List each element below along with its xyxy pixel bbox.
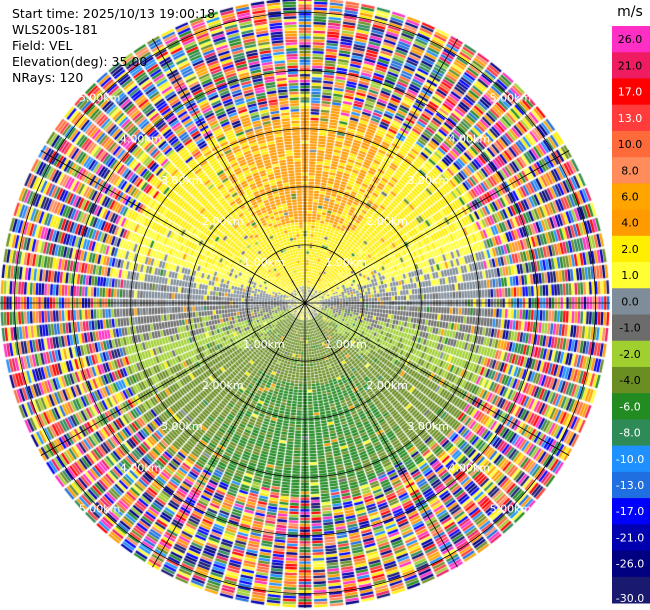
radial-spoke	[152, 302, 306, 568]
range-ring-label: 4.00km	[120, 133, 162, 146]
range-ring-label: 2.00km	[202, 215, 244, 228]
colorbar-swatch	[612, 550, 650, 578]
range-ring-label: 1.00km	[325, 256, 367, 269]
colorbar-swatch	[612, 393, 650, 420]
colorbar-tick-label: 26.0	[618, 33, 643, 46]
colorbar-swatch	[612, 235, 650, 263]
range-ring-label: 4.00km	[449, 133, 491, 146]
range-ring-label: 5.00km	[490, 502, 532, 515]
range-ring-label: 3.00km	[407, 420, 449, 433]
radial-spoke	[152, 38, 306, 304]
colorbar-tick-label: -6.0	[619, 400, 640, 413]
colorbar-swatch	[612, 104, 650, 132]
colorbar-swatch	[612, 78, 650, 106]
range-ring-label: 3.00km	[161, 174, 203, 187]
range-ring-label: 3.00km	[161, 420, 203, 433]
colorbar-swatch	[612, 262, 650, 289]
colorbar-swatch	[612, 130, 650, 158]
colorbar-swatch	[612, 445, 650, 473]
colorbar-tick-label: 6.0	[621, 190, 639, 203]
range-ring-label: 5.00km	[79, 502, 121, 515]
range-ring-label: 2.00km	[366, 379, 408, 392]
range-ring-label: 1.00km	[243, 338, 285, 351]
colorbar-swatch	[612, 52, 650, 79]
colorbar-tick-label: 17.0	[618, 86, 643, 99]
range-ring-label: 2.00km	[366, 215, 408, 228]
colorbar-swatch	[612, 524, 650, 552]
colorbar-swatch	[612, 183, 650, 211]
colorbar-tick-label: -4.0	[619, 374, 640, 387]
colorbar-swatch	[612, 209, 650, 237]
colorbar-swatch	[612, 471, 650, 499]
nrays-label: NRays: 120	[12, 70, 84, 85]
colorbar-units-label: m/s	[617, 4, 643, 20]
colorbar-tick-label: 13.0	[618, 112, 643, 125]
range-ring-label: 4.00km	[120, 461, 162, 474]
range-ring	[130, 128, 480, 478]
colorbar-tick-label: 0.0	[621, 295, 639, 308]
range-ring	[14, 12, 596, 594]
range-ring-label: 5.00km	[490, 92, 532, 105]
colorbar: m/s 26.0 21.0 17.0 13.0 10.0 8.0 6.0 4.0 2.0 1.0 0.…	[612, 4, 650, 605]
colorbar-swatch	[612, 288, 650, 315]
field-label: Field: VEL	[12, 38, 73, 53]
colorbar-swatch	[612, 576, 650, 604]
colorbar-tick-label: -1.0	[619, 322, 640, 335]
radial-spoke	[40, 302, 306, 456]
colorbar-tick-label: -8.0	[619, 427, 640, 440]
colorbar-tick-label: 2.0	[621, 243, 639, 256]
colorbar-tick-label: 1.0	[621, 269, 639, 282]
colorbar-tick-label: -2.0	[619, 348, 640, 361]
colorbar-swatch	[612, 419, 650, 447]
range-ring	[246, 244, 364, 362]
range-ring	[188, 186, 422, 420]
colorbar-swatch	[612, 340, 650, 368]
colorbar-tick-label: 4.0	[621, 217, 639, 230]
colorbar-tick-label: 21.0	[618, 59, 643, 72]
radial-spoke	[304, 302, 570, 456]
instrument-label: WLS200s-181	[12, 22, 98, 37]
radial-spoke	[304, 302, 458, 568]
range-ring-label: 1.00km	[325, 338, 367, 351]
colorbar-tick-label: -26.0	[616, 558, 644, 571]
colorbar-tick-label: -10.0	[616, 453, 644, 466]
range-ring-label: 2.00km	[202, 379, 244, 392]
elevation-label: Elevation(deg): 35.00	[12, 54, 148, 69]
colorbar-tick-label: -21.0	[616, 531, 644, 544]
colorbar-tick-label: -13.0	[616, 479, 644, 492]
start-time-label: Start time: 2025/10/13 19:00:18	[12, 6, 216, 21]
colorbar-swatch	[612, 314, 650, 342]
radial-spoke	[40, 150, 306, 304]
range-ring-label: 3.00km	[407, 174, 449, 187]
range-ring-label: 5.00km	[79, 92, 121, 105]
ppi-overlay: 1.00km 2.00km 3.00km 4.00km 5.00km 1.00km 2.00…	[0, 0, 610, 608]
range-ring-label: 4.00km	[449, 461, 491, 474]
colorbar-swatch	[612, 157, 650, 184]
range-ring-label: 1.00km	[243, 256, 285, 269]
radial-spoke	[304, 38, 458, 304]
colorbar-tick-label: -30.0	[616, 592, 644, 605]
colorbar-tick-label: 8.0	[621, 164, 639, 177]
colorbar-tick-label: -17.0	[616, 505, 644, 518]
colorbar-swatch	[612, 26, 650, 53]
range-ring	[72, 70, 538, 536]
colorbar-tick-label: 10.0	[618, 138, 643, 151]
radial-spoke	[304, 150, 570, 304]
colorbar-swatch	[612, 498, 650, 525]
colorbar-swatch	[612, 366, 650, 394]
